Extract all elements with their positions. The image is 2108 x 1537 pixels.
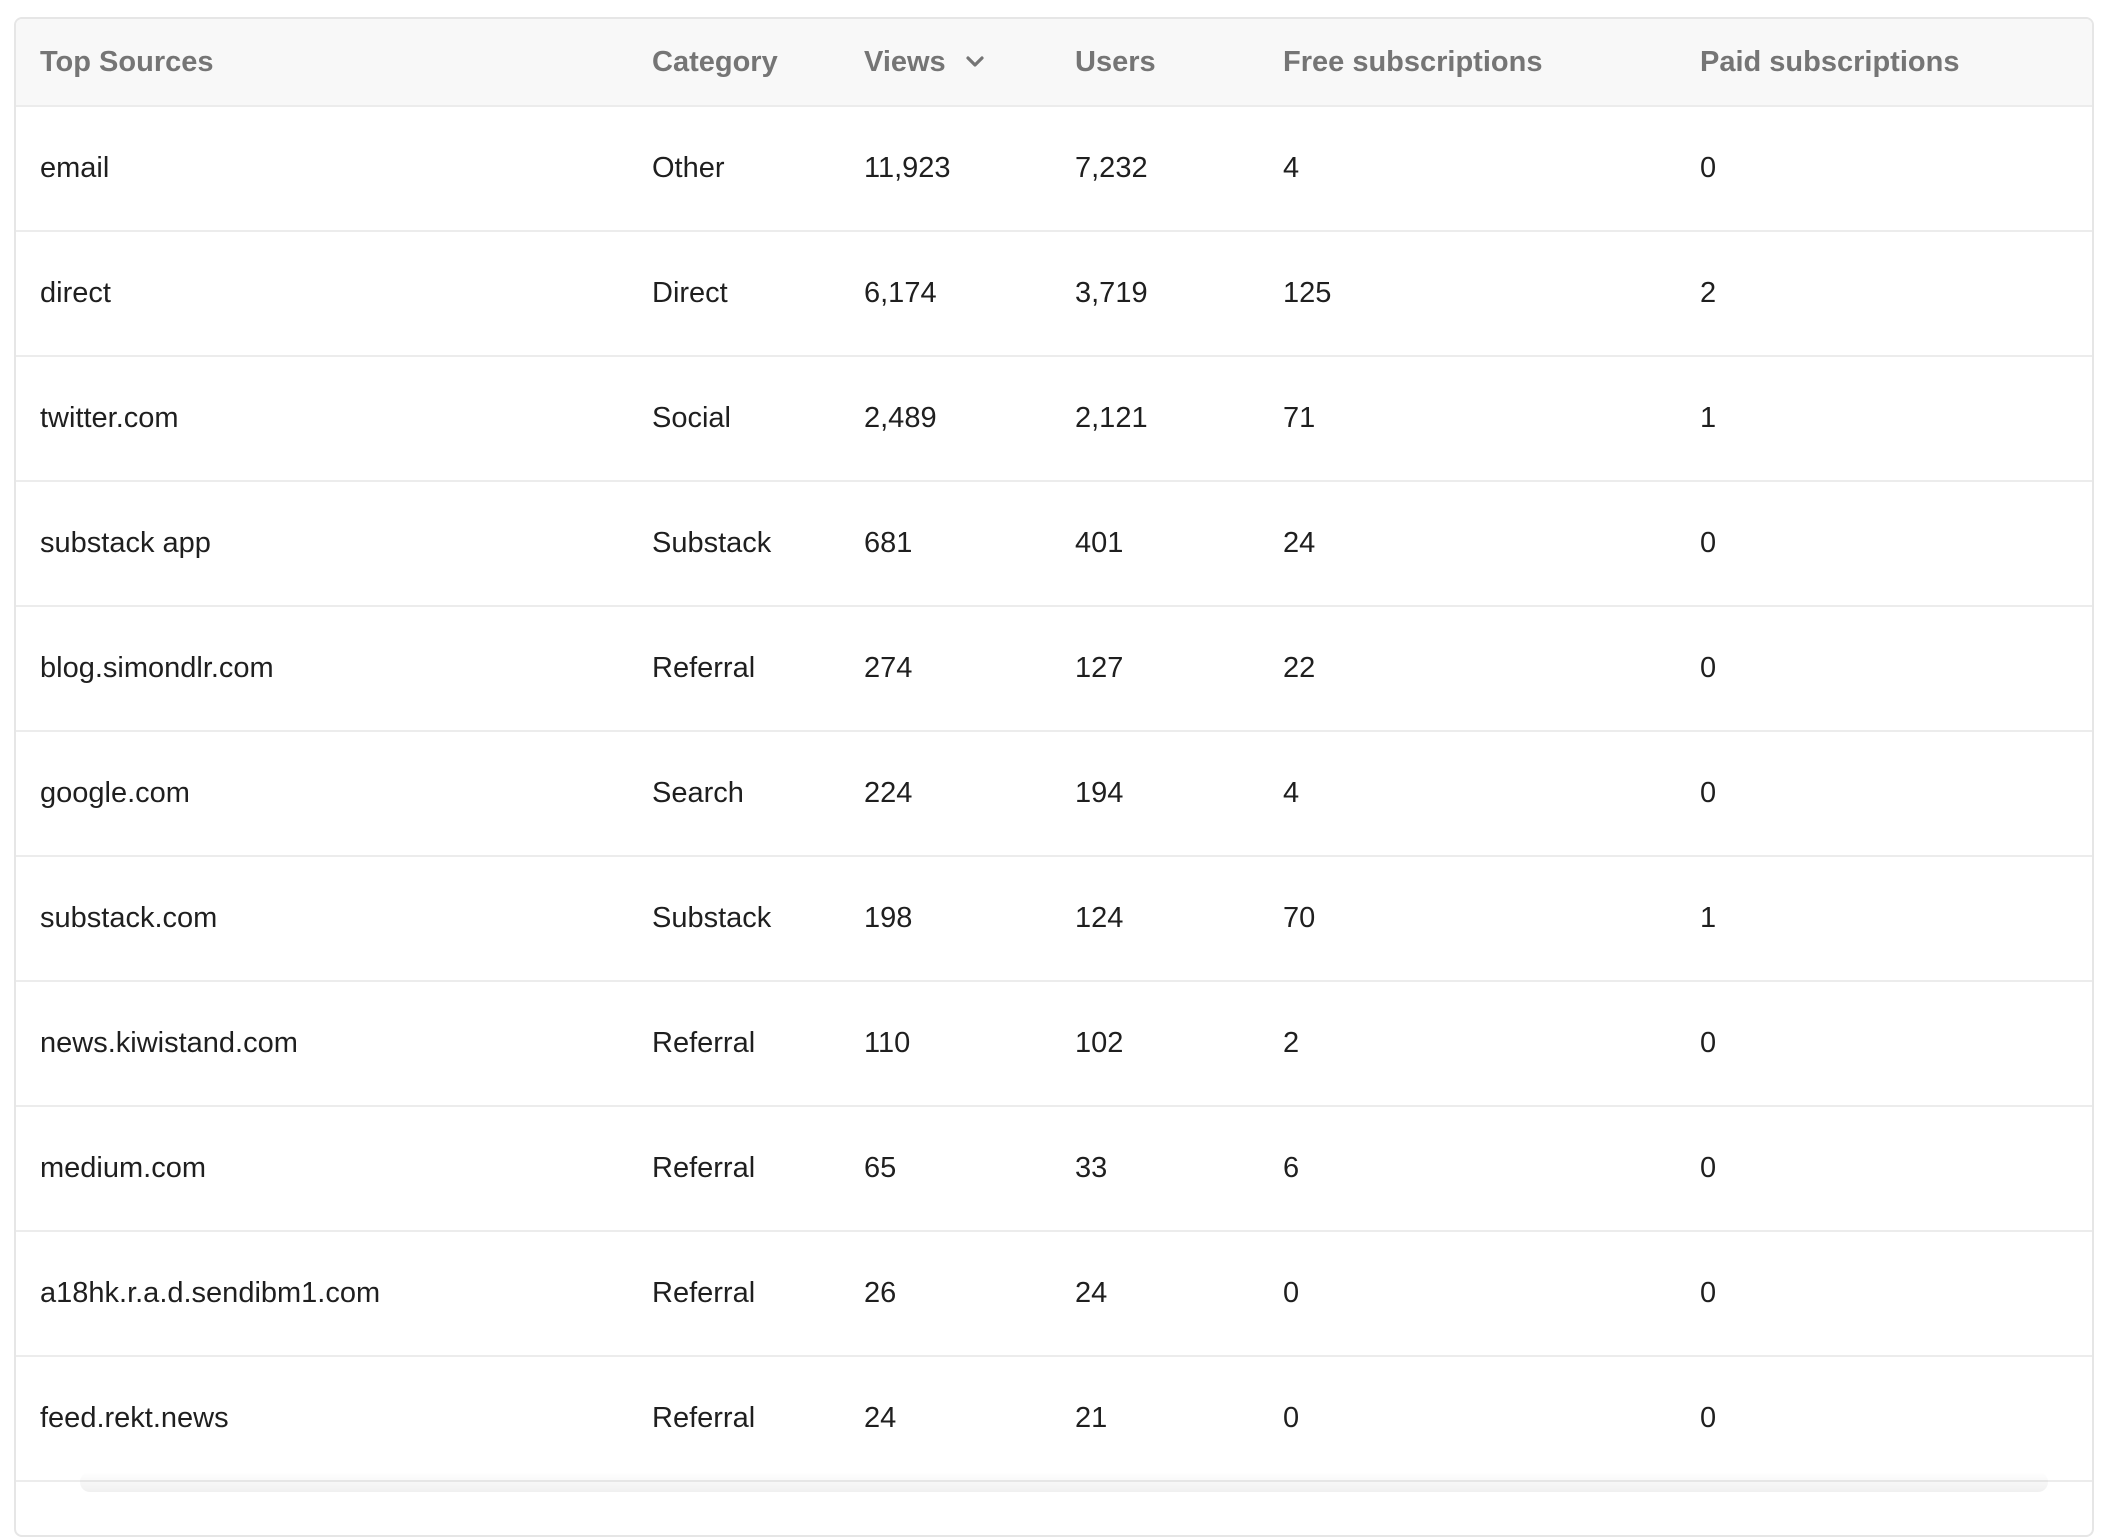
table-row[interactable]: email Other 11,923 7,232 4 0 — [16, 107, 2092, 232]
cell-paid-subscriptions: 0 — [1700, 1152, 1717, 1184]
cell-free-subscriptions: 0 — [1283, 1277, 1300, 1309]
cell-source: google.com — [40, 777, 190, 809]
cell-category: Social — [652, 402, 731, 434]
cell-category: Substack — [652, 902, 772, 934]
top-sources-table: Top Sources Category Views Users Free su… — [14, 17, 2094, 1537]
cell-users: 7,232 — [1075, 152, 1148, 184]
cell-category: Referral — [652, 652, 756, 684]
cell-users: 21 — [1075, 1402, 1108, 1434]
cell-category: Referral — [652, 1152, 756, 1184]
cell-category: Referral — [652, 1027, 756, 1059]
cell-category: Referral — [652, 1402, 756, 1434]
cell-views: 2,489 — [864, 402, 937, 434]
cell-free-subscriptions: 71 — [1283, 402, 1316, 434]
cell-paid-subscriptions: 0 — [1700, 777, 1717, 809]
cell-paid-subscriptions: 0 — [1700, 152, 1717, 184]
cell-users: 33 — [1075, 1152, 1108, 1184]
cell-paid-subscriptions: 1 — [1700, 902, 1717, 934]
cell-users: 401 — [1075, 527, 1124, 559]
cell-source: blog.simondlr.com — [40, 652, 274, 684]
cell-views: 65 — [864, 1152, 897, 1184]
cell-category: Substack — [652, 527, 772, 559]
column-header-top-sources: Top Sources — [40, 45, 214, 78]
table-row[interactable]: twitter.com Social 2,489 2,121 71 1 — [16, 357, 2092, 482]
column-header-views[interactable]: Views — [864, 19, 988, 105]
column-header-views-label: Views — [864, 45, 946, 78]
cell-views: 274 — [864, 652, 913, 684]
cell-users: 124 — [1075, 902, 1124, 934]
cell-views: 224 — [864, 777, 913, 809]
cell-views: 198 — [864, 902, 913, 934]
cell-views: 681 — [864, 527, 913, 559]
cell-views: 6,174 — [864, 277, 937, 309]
cell-views: 26 — [864, 1277, 897, 1309]
cell-paid-subscriptions: 0 — [1700, 1402, 1717, 1434]
cell-views: 11,923 — [864, 152, 951, 184]
cell-source: feed.rekt.news — [40, 1402, 229, 1434]
cell-source: email — [40, 152, 110, 184]
cell-category: Search — [652, 777, 744, 809]
cell-category: Other — [652, 152, 725, 184]
cell-source: medium.com — [40, 1152, 206, 1184]
cell-category: Direct — [652, 277, 728, 309]
column-header-free-subscriptions: Free subscriptions — [1283, 45, 1543, 78]
cell-source: direct — [40, 277, 111, 309]
chevron-down-icon[interactable] — [962, 49, 988, 75]
table-row[interactable]: news.kiwistand.com Referral 110 102 2 0 — [16, 982, 2092, 1107]
cell-source: a18hk.r.a.d.sendibm1.com — [40, 1277, 381, 1309]
cell-users: 102 — [1075, 1027, 1124, 1059]
cell-paid-subscriptions: 1 — [1700, 402, 1717, 434]
cell-free-subscriptions: 6 — [1283, 1152, 1300, 1184]
cell-free-subscriptions: 2 — [1283, 1027, 1300, 1059]
cell-source: substack app — [40, 527, 211, 559]
cell-users: 194 — [1075, 777, 1124, 809]
cell-users: 2,121 — [1075, 402, 1148, 434]
table-row[interactable]: a18hk.r.a.d.sendibm1.com Referral 26 24 0 0 — [16, 1232, 2092, 1357]
cell-paid-subscriptions: 0 — [1700, 1277, 1717, 1309]
cell-source: news.kiwistand.com — [40, 1027, 298, 1059]
table-header-row: Top Sources Category Views Users Free su… — [16, 19, 2092, 107]
table-row[interactable]: substack.com Substack 198 124 70 1 — [16, 857, 2092, 982]
column-header-paid-subscriptions: Paid subscriptions — [1700, 45, 1960, 78]
cell-free-subscriptions: 22 — [1283, 652, 1316, 684]
column-header-users: Users — [1075, 45, 1156, 78]
cell-free-subscriptions: 70 — [1283, 902, 1316, 934]
cell-users: 127 — [1075, 652, 1124, 684]
cell-free-subscriptions: 4 — [1283, 777, 1300, 809]
column-header-category: Category — [652, 45, 778, 78]
cell-free-subscriptions: 24 — [1283, 527, 1316, 559]
table-row[interactable]: blog.simondlr.com Referral 274 127 22 0 — [16, 607, 2092, 732]
cell-views: 110 — [864, 1027, 911, 1059]
table-row[interactable]: google.com Search 224 194 4 0 — [16, 732, 2092, 857]
cell-free-subscriptions: 4 — [1283, 152, 1300, 184]
cell-paid-subscriptions: 0 — [1700, 527, 1717, 559]
table-row[interactable]: substack app Substack 681 401 24 0 — [16, 482, 2092, 607]
cell-users: 24 — [1075, 1277, 1108, 1309]
cell-paid-subscriptions: 0 — [1700, 1027, 1717, 1059]
table-row[interactable]: direct Direct 6,174 3,719 125 2 — [16, 232, 2092, 357]
cell-free-subscriptions: 0 — [1283, 1402, 1300, 1434]
cell-views: 24 — [864, 1402, 897, 1434]
cell-source: substack.com — [40, 902, 218, 934]
cell-paid-subscriptions: 0 — [1700, 652, 1717, 684]
table-row[interactable]: feed.rekt.news Referral 24 21 0 0 — [16, 1357, 2092, 1482]
table-row[interactable]: medium.com Referral 65 33 6 0 — [16, 1107, 2092, 1232]
cell-category: Referral — [652, 1277, 756, 1309]
cell-source: twitter.com — [40, 402, 179, 434]
cell-users: 3,719 — [1075, 277, 1148, 309]
cell-paid-subscriptions: 2 — [1700, 277, 1717, 309]
cell-free-subscriptions: 125 — [1283, 277, 1332, 309]
